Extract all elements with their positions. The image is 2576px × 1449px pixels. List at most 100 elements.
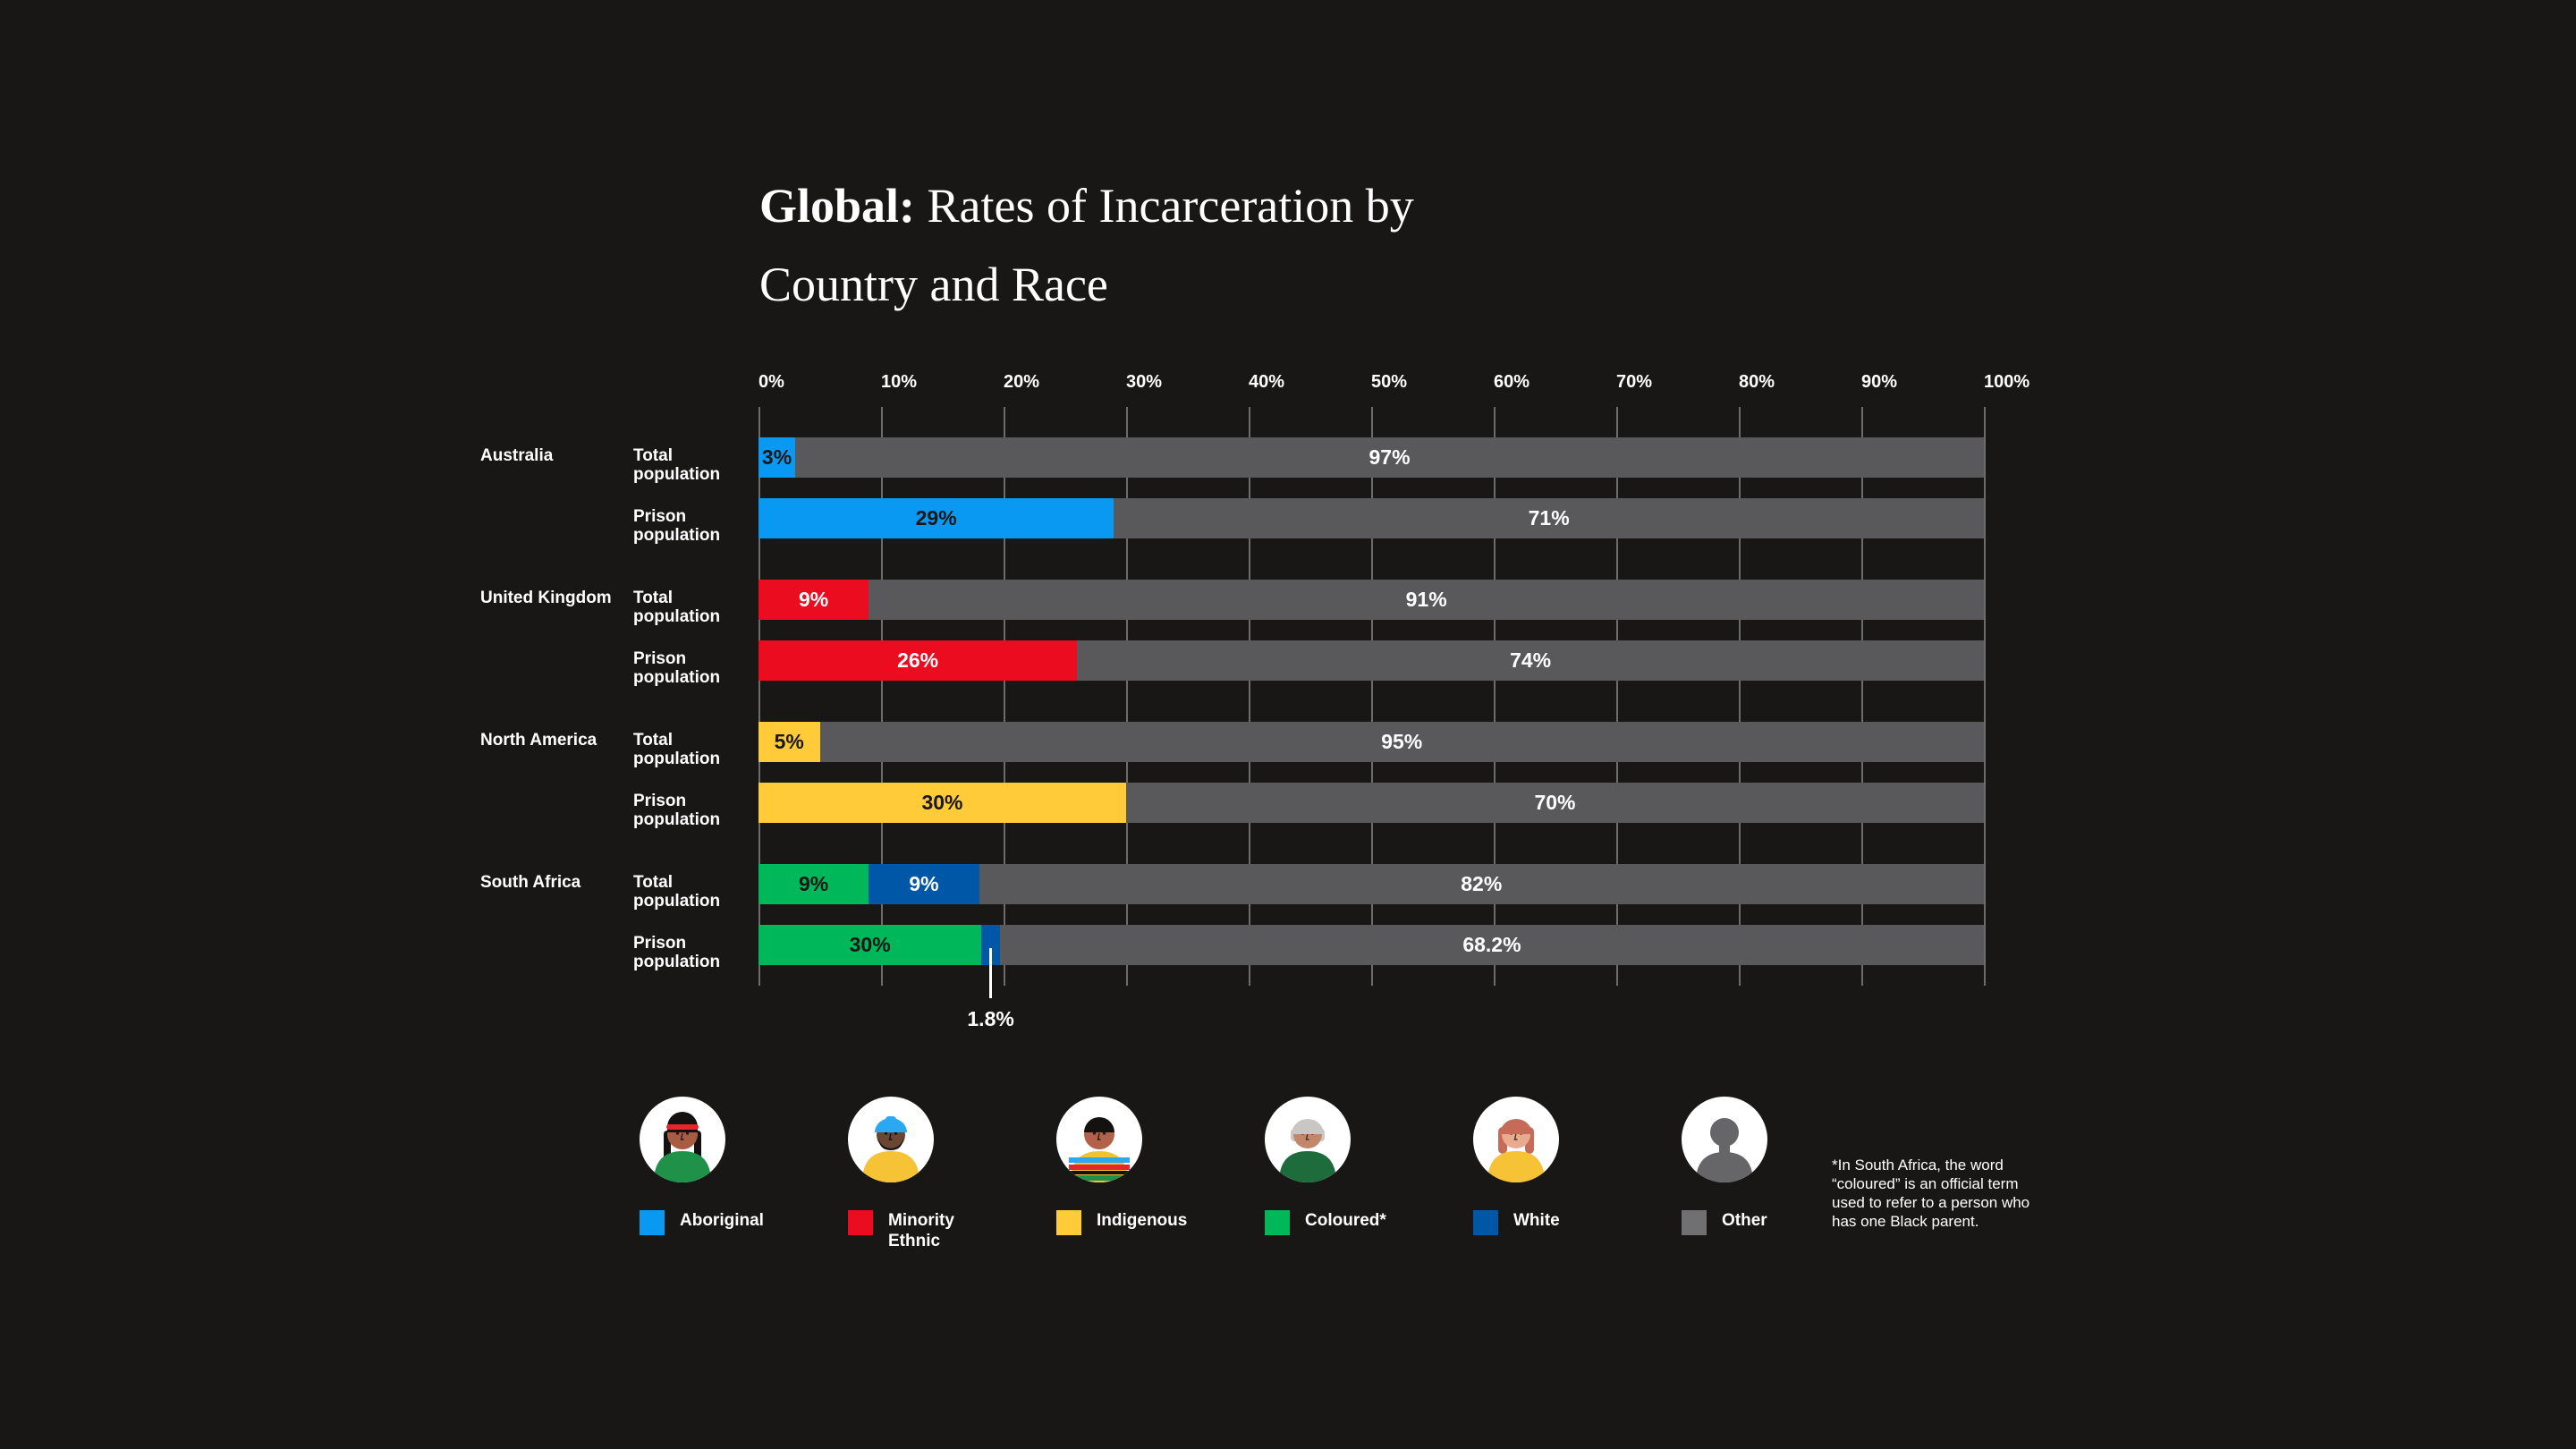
legend-label: Other — [1722, 1211, 1767, 1230]
bar-segment-label: 74% — [1510, 648, 1552, 672]
title-line-1: Global: Rates of Incarceration by — [759, 166, 1414, 245]
gridline — [1249, 407, 1250, 986]
gridline — [1126, 407, 1128, 986]
legend-item-white: White — [1473, 1097, 1670, 1235]
bar-segment: 95% — [819, 722, 1984, 762]
indigenous-person-avatar-icon — [1056, 1097, 1253, 1187]
bar-segment: 70% — [1126, 783, 1984, 823]
bar-segment: 30% — [758, 783, 1126, 823]
bar-segment: 29% — [758, 498, 1114, 538]
page-title: Global: Rates of Incarceration by Countr… — [759, 166, 1414, 324]
gridline — [1494, 407, 1496, 986]
bar-segment-label: 3% — [761, 445, 792, 469]
bar-segment-label: 9% — [909, 872, 939, 895]
footnote-line: *In South Africa, the word — [1832, 1157, 2004, 1174]
bar-segment: 71% — [1114, 498, 1984, 538]
row-label: Total population — [633, 873, 721, 911]
legend-item-minority-ethnic: Minority Ethnic — [848, 1097, 1045, 1251]
title-prefix: Global: — [759, 179, 916, 233]
bar-segment — [981, 925, 1000, 965]
gridline — [1739, 407, 1741, 986]
axis-tick-label: 90% — [1861, 372, 1898, 392]
bar-segment-label: 82% — [1461, 872, 1503, 895]
axis-tick-label: 70% — [1616, 372, 1653, 392]
legend-label: Coloured* — [1305, 1211, 1386, 1230]
bar-segment-label: 29% — [915, 506, 957, 530]
legend-color-swatch — [640, 1210, 665, 1235]
axis-tick-label: 20% — [1004, 372, 1040, 392]
legend-label: Minority Ethnic — [888, 1211, 954, 1250]
legend-entry: Aboriginal — [640, 1210, 836, 1235]
bar-segment-label: 30% — [921, 791, 963, 814]
legend-color-swatch — [848, 1210, 873, 1235]
bar-segment-label: 91% — [1405, 588, 1447, 611]
axis-tick-label: 100% — [1984, 372, 2030, 392]
legend-color-swatch — [1473, 1210, 1498, 1235]
bar-segment-label: 5% — [774, 730, 804, 753]
row-label: Prison population — [633, 507, 721, 545]
gridline — [881, 407, 883, 986]
gridline — [758, 407, 760, 986]
footnote-line: has one Black parent. — [1832, 1213, 1979, 1230]
bar-segment: 26% — [758, 640, 1078, 681]
bar-row: 30% 70% — [758, 783, 1984, 823]
bar-segment: 74% — [1077, 640, 1984, 681]
bar-row: 30% 68.2% — [758, 925, 1984, 965]
white-person-avatar-icon — [1473, 1097, 1670, 1187]
axis-tick-label: 50% — [1371, 372, 1408, 392]
bar-row: 26% 74% — [758, 640, 1984, 681]
bar-segment-label: 9% — [799, 588, 829, 611]
bar-segment: 68.2% — [999, 925, 1984, 965]
row-label: Prison population — [633, 934, 721, 971]
bar-segment-label: 9% — [799, 872, 829, 895]
country-label: South Africa — [480, 873, 581, 892]
legend-label: Indigenous — [1097, 1211, 1188, 1230]
bar-segment-label: 70% — [1534, 791, 1576, 814]
bar-row: 9% 91% — [758, 580, 1984, 620]
bar-row: 9% 9% 82% — [758, 864, 1984, 904]
row-label: Prison population — [633, 649, 721, 687]
callout-line — [989, 948, 993, 998]
bar-segment: 9% — [758, 580, 869, 620]
legend-label: Aboriginal — [680, 1211, 764, 1230]
axis-tick-label: 80% — [1739, 372, 1775, 392]
legend-item-coloured: Coloured* — [1265, 1097, 1462, 1235]
row-label: Total population — [633, 446, 721, 484]
legend-color-swatch — [1265, 1210, 1290, 1235]
legend-entry: Indigenous — [1056, 1210, 1253, 1235]
row-label: Total population — [633, 589, 721, 626]
legend-label: White — [1513, 1211, 1560, 1230]
axis-tick-label: 40% — [1249, 372, 1285, 392]
country-label: United Kingdom — [480, 589, 612, 607]
legend-entry: Minority Ethnic — [848, 1210, 1045, 1251]
row-label: Prison population — [633, 792, 721, 829]
gridline — [1861, 407, 1863, 986]
bar-segment: 5% — [758, 722, 820, 762]
callout-value-label: 1.8% — [967, 1007, 1014, 1030]
legend-item-aboriginal: Aboriginal — [640, 1097, 836, 1235]
legend-entry: White — [1473, 1210, 1670, 1235]
title-line-2: Country and Race — [759, 258, 1108, 311]
legend-entry: Other — [1682, 1210, 1878, 1235]
bar-segment: 9% — [758, 864, 869, 904]
footnote: *In South Africa, the word “coloured” is … — [1832, 1156, 2029, 1231]
gridline — [1616, 407, 1618, 986]
bar-row: 29% 71% — [758, 498, 1984, 538]
bar-segment-label: 95% — [1381, 730, 1423, 753]
axis-tick-label: 60% — [1494, 372, 1530, 392]
legend-item-indigenous: Indigenous — [1056, 1097, 1253, 1235]
country-label: Australia — [480, 446, 554, 465]
gridline — [1371, 407, 1373, 986]
bar-segment-label: 97% — [1368, 445, 1411, 469]
bar-segment-label: 26% — [897, 648, 939, 672]
bar-row: 3% 97% — [758, 437, 1984, 478]
footnote-line: used to refer to a person who — [1832, 1194, 2030, 1211]
bar-segment: 82% — [979, 864, 1984, 904]
country-label: North America — [480, 731, 597, 750]
axis-tick-label: 30% — [1126, 372, 1163, 392]
row-label: Total population — [633, 731, 721, 768]
gridline — [1004, 407, 1005, 986]
bar-segment: 3% — [758, 437, 796, 478]
legend-color-swatch — [1682, 1210, 1707, 1235]
